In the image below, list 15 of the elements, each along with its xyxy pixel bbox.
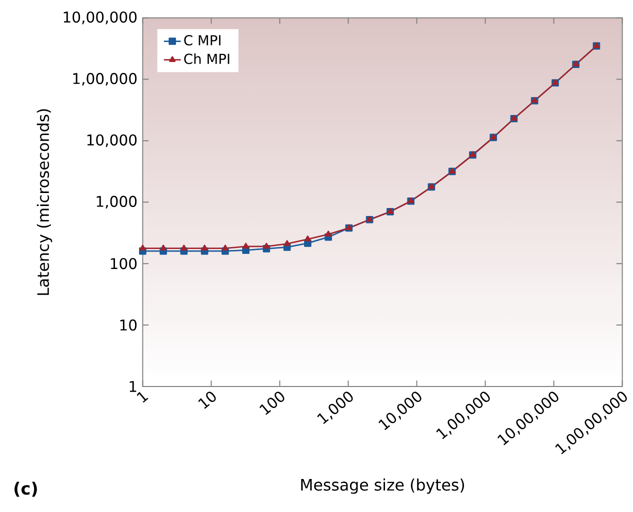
y-tick-label: 10 <box>120 319 137 330</box>
y-tick-label: 1,00,000 <box>73 72 137 86</box>
y-tick-label: 100 <box>110 258 137 270</box>
y-axis-title: Latency (microseconds) <box>36 109 52 295</box>
y-tick-label: 1 <box>130 380 136 392</box>
text: (c) <box>14 482 37 497</box>
x-axis-title: Message size (bytes) <box>301 478 464 494</box>
y-tick-label: 10,00,000 <box>64 11 137 24</box>
x-tick-label: 10 <box>198 392 216 409</box>
legend-label: Ch MPI <box>184 53 230 64</box>
legend-label: C MPI <box>184 34 220 46</box>
x-tick-label: 100 <box>260 392 284 415</box>
y-tick-label: 10,000 <box>87 134 137 147</box>
y-tick-label: 1,000 <box>96 196 137 208</box>
x-tick-label: 1 <box>136 392 148 403</box>
